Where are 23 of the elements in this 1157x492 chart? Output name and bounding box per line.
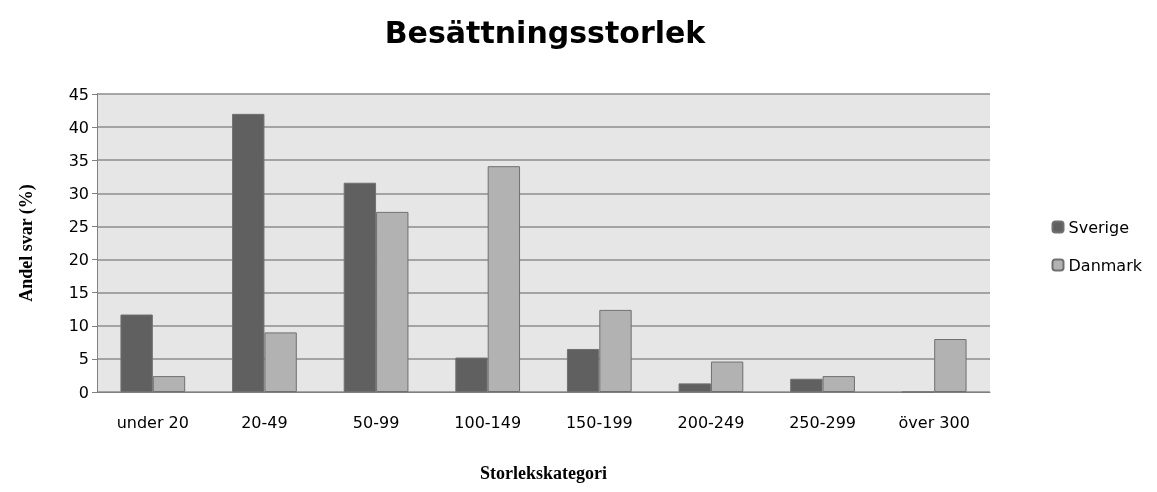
x-axis-title: Storlekskategori [480, 463, 607, 483]
x-tick-label: 150-199 [565, 412, 633, 432]
y-tick-label: 25 [68, 216, 89, 236]
y-tick-label: 5 [78, 349, 89, 369]
x-tick-label: 200-249 [677, 412, 745, 432]
y-tick-label: 45 [68, 84, 89, 104]
y-tick-label: 10 [68, 316, 89, 336]
x-tick-label: 250-299 [789, 412, 856, 432]
chart-title: Besättningsstorlek [384, 14, 707, 50]
y-tick-label: 30 [68, 183, 89, 203]
y-tick-label: 0 [78, 382, 89, 402]
x-tick-label: 20-49 [241, 412, 288, 432]
y-tick-label: 35 [68, 150, 89, 170]
y-tick-label: 20 [68, 250, 89, 270]
y-axis-title: Andel svar (%) [16, 184, 37, 302]
y-tick-label: 15 [68, 283, 89, 303]
legend-label: Danmark [1068, 255, 1143, 275]
y-tick-label: 40 [68, 117, 89, 137]
x-tick-label: över 300 [898, 412, 970, 432]
x-tick-label: 100-149 [454, 412, 522, 432]
x-tick-label: 50-99 [352, 412, 400, 432]
x-tick-label: under 20 [116, 412, 189, 432]
legend-label: Sverige [1068, 217, 1129, 237]
